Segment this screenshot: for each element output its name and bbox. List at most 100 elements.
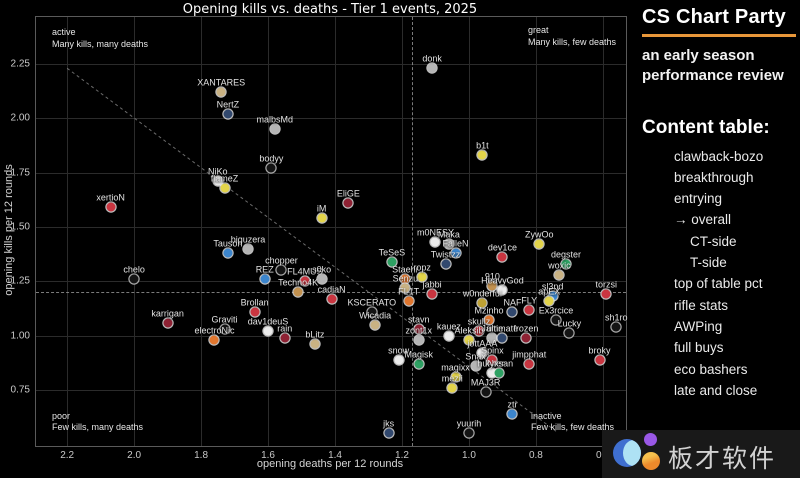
point-label: ropz: [413, 262, 431, 273]
point-dot: [417, 272, 427, 282]
scatter-point-Ex3rcice: Ex3rcice: [539, 306, 573, 325]
scatter-point-malbsMd: malbsMd: [256, 115, 293, 134]
point-label: m0NESY: [416, 227, 454, 238]
point-dot: [430, 237, 440, 247]
scatter-point-Aleksib: Aleksib: [454, 325, 483, 345]
scatter-point-stavn: stavn: [408, 315, 429, 334]
point-dot: [266, 163, 276, 173]
point-dot: [548, 291, 558, 301]
point-label: FL1T: [398, 286, 420, 297]
point-label: Jame: [481, 323, 504, 334]
scatter-point-Graviti: Graviti: [212, 315, 238, 334]
point-dot: [223, 109, 233, 119]
point-dot: [474, 326, 484, 336]
scatter-point-Mzinho: Mzinho: [475, 306, 504, 325]
scatter-point-zont1x: zont1x: [405, 325, 432, 345]
scatter-point-apEX: apEX: [538, 286, 560, 306]
scatter-point-woxic: woxic: [548, 260, 571, 280]
point-dot: [263, 326, 273, 336]
point-dot: [441, 259, 451, 269]
point-label: TeSeS: [378, 247, 406, 258]
scatter-point-jabbi: jabbi: [423, 280, 442, 299]
point-dot: [507, 409, 517, 419]
scatter-point-NAF: NAF: [503, 297, 521, 317]
point-dot: [561, 259, 571, 269]
point-dot: [343, 198, 353, 208]
point-label: Senzu: [392, 273, 419, 284]
point-label: Techno4K: [278, 277, 319, 288]
point-dot: [451, 248, 461, 258]
point-label: dev1ce: [487, 242, 517, 253]
scatter-point-broky: broky: [589, 345, 611, 364]
point-label: MAJ3R: [470, 377, 501, 388]
content-table-item: eco bashers: [674, 361, 748, 377]
y-tick-label: 1.50: [10, 221, 30, 233]
gridline-vertical: [535, 17, 537, 446]
point-label: electroNic: [194, 325, 235, 336]
point-dot: [370, 320, 380, 330]
point-dot: [317, 213, 327, 223]
content-table-item: late and close: [674, 383, 758, 399]
scatter-point-jimpphat: jimpphat: [512, 349, 546, 369]
watermark-blue-circle-icon: [613, 439, 641, 467]
point-label: frozen: [513, 323, 539, 334]
point-dot: [471, 361, 481, 371]
point-dot: [220, 183, 230, 193]
content-table-item: full buys: [674, 340, 724, 356]
point-label: yuurih: [456, 418, 482, 429]
x-tick-label: 1.0: [462, 450, 476, 461]
scatter-point-s0ko: s0ko: [312, 265, 331, 284]
scatter-point-KSCERATO: KSCERATO: [348, 297, 396, 317]
point-dot: [554, 270, 564, 280]
scatter-point-Tauson: Tauson: [213, 239, 242, 258]
x-tick-label: 2.0: [127, 450, 142, 461]
scatter-point-jottAAA: jottAAA: [467, 338, 497, 358]
point-dot: [444, 239, 454, 249]
gridline-horizontal: [36, 226, 626, 228]
gridline-horizontal: [36, 63, 626, 65]
point-label: chopper: [265, 255, 298, 266]
point-label: Twistzz: [430, 249, 461, 260]
scatter-point-Snax: Snax: [465, 352, 486, 371]
point-dot: [243, 244, 253, 254]
point-dot: [487, 281, 497, 291]
scatter-point-chopper: chopper: [265, 256, 298, 275]
point-label: Maka: [437, 229, 460, 240]
point-label: b1t: [476, 140, 489, 151]
point-label: rain: [277, 323, 293, 334]
point-label: FL4MUS: [287, 266, 323, 277]
point-label: ztr: [507, 399, 518, 410]
point-dot: [270, 124, 280, 134]
scatter-point-TeSeS: TeSeS: [379, 247, 405, 267]
scatter-point-snow: snow: [388, 345, 409, 364]
point-dot: [611, 322, 621, 332]
quadrant-label-tl: active Many kills, many deaths: [52, 27, 149, 49]
point-label: kyxsan: [485, 358, 514, 369]
point-label: iM: [316, 203, 327, 214]
point-dot: [317, 274, 327, 284]
sidebar-subtitle-line2: performance review: [642, 67, 784, 85]
point-dot: [464, 335, 474, 345]
point-label: malbsMd: [256, 114, 293, 125]
point-label: Spinx: [481, 345, 504, 355]
scatter-point-karrigan: karrigan: [151, 308, 184, 328]
point-label: zont1x: [405, 325, 432, 336]
content-table-item: top of table pct: [674, 276, 763, 292]
scatter-point-iM: iM: [317, 204, 327, 223]
point-label: NertZ: [216, 99, 240, 110]
scatter-point-rain: rain: [277, 323, 292, 343]
x-axis-label: opening deaths per 12 rounds: [256, 458, 404, 470]
sidebar-title: CS Chart Party: [642, 6, 786, 28]
scatter-point-Brollan: Brollan: [241, 297, 269, 317]
scatter-point-torzsi: torzsi: [595, 280, 617, 299]
point-label: apEX: [538, 286, 561, 297]
point-dot: [260, 274, 270, 284]
point-label: Staehr: [392, 264, 419, 275]
content-table-item: breakthrough: [674, 169, 754, 185]
point-dot: [521, 333, 531, 343]
point-dot: [447, 383, 457, 393]
gridline-horizontal: [36, 281, 626, 283]
scatter-point-jks: jks: [383, 419, 394, 438]
point-dot: [394, 355, 404, 364]
content-table-item: → overall: [674, 212, 732, 228]
